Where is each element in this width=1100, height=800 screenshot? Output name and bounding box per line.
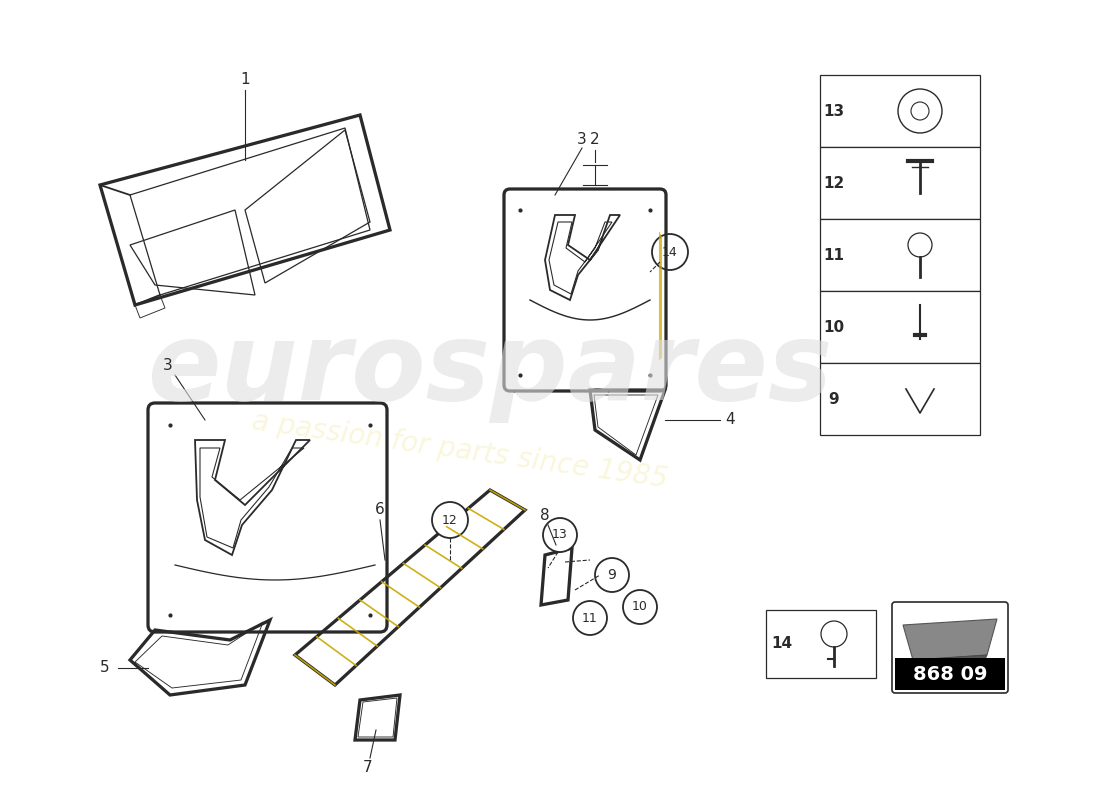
Bar — [766, 610, 876, 678]
Text: 11: 11 — [824, 247, 845, 262]
Circle shape — [432, 502, 468, 538]
Text: 6: 6 — [375, 502, 385, 518]
Text: 3: 3 — [578, 133, 587, 147]
Circle shape — [595, 558, 629, 592]
Text: 14: 14 — [771, 637, 793, 651]
Text: 13: 13 — [824, 103, 845, 118]
Bar — [820, 363, 980, 435]
Text: 5: 5 — [100, 661, 110, 675]
Text: 14: 14 — [662, 246, 678, 258]
Text: 4: 4 — [725, 413, 735, 427]
FancyBboxPatch shape — [148, 403, 387, 632]
Text: a passion for parts since 1985: a passion for parts since 1985 — [251, 407, 670, 493]
Circle shape — [573, 601, 607, 635]
Polygon shape — [913, 655, 987, 668]
Text: 11: 11 — [582, 611, 598, 625]
Bar — [820, 147, 980, 219]
Text: 12: 12 — [442, 514, 458, 526]
FancyBboxPatch shape — [892, 602, 1008, 693]
Text: 7: 7 — [363, 761, 373, 775]
Bar — [895, 658, 1005, 690]
Text: eurospares: eurospares — [147, 317, 833, 423]
FancyBboxPatch shape — [504, 189, 666, 391]
Text: 10: 10 — [824, 319, 845, 334]
Bar — [820, 291, 980, 363]
Circle shape — [623, 590, 657, 624]
Text: 3: 3 — [163, 358, 173, 373]
Text: 12: 12 — [824, 175, 845, 190]
Text: 8: 8 — [540, 507, 550, 522]
Text: 1: 1 — [240, 73, 250, 87]
Text: 868 09: 868 09 — [913, 665, 988, 683]
Text: 10: 10 — [632, 601, 648, 614]
Text: 13: 13 — [552, 529, 568, 542]
Text: 9: 9 — [828, 391, 839, 406]
Text: 9: 9 — [607, 568, 616, 582]
Circle shape — [543, 518, 578, 552]
Bar — [820, 219, 980, 291]
Bar — [820, 75, 980, 147]
Text: 2: 2 — [591, 133, 600, 147]
Polygon shape — [903, 619, 997, 660]
